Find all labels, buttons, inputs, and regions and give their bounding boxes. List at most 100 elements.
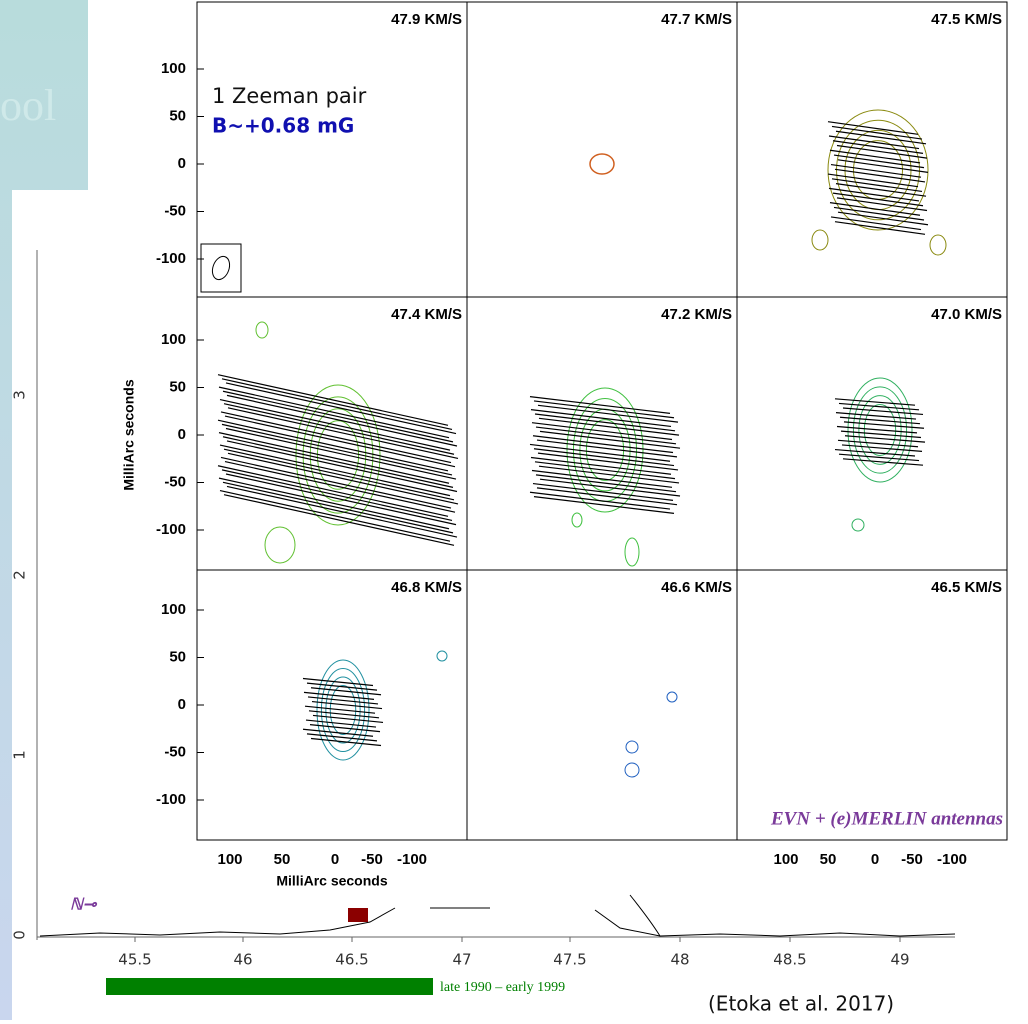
vector (834, 221, 926, 235)
y-tick-label: 0 (178, 426, 186, 443)
vector (539, 430, 681, 449)
logo: ℕ⊸ (70, 897, 98, 914)
vector (307, 696, 379, 705)
y-tick-label: -50 (164, 473, 186, 490)
channel-maps (196, 1, 1008, 841)
vector (310, 737, 382, 747)
y-tick-label: 50 (169, 648, 186, 665)
vector (832, 192, 924, 207)
x-tick-label: -50 (901, 851, 923, 868)
spectrum-y-tick-label: 1 (11, 750, 29, 760)
vector (834, 398, 916, 406)
vector (533, 400, 675, 419)
vector (830, 216, 922, 231)
spectrum-y-tick-label: 2 (11, 570, 29, 580)
vector (837, 159, 929, 173)
y-tick-label: -100 (156, 250, 186, 267)
vector (537, 404, 679, 423)
vector (538, 417, 680, 436)
vector (831, 125, 923, 140)
epoch-label: late 1990 – early 1999 (440, 980, 565, 995)
vector (221, 378, 453, 431)
vector (220, 456, 452, 509)
frame (196, 1, 1008, 841)
y-tick-label: -100 (156, 521, 186, 538)
vector (831, 178, 923, 193)
y-tick-label: -50 (164, 743, 186, 760)
vector (225, 473, 457, 526)
citation: (Etoka et al. 2017) (708, 992, 894, 1016)
y-tick-label: 100 (161, 60, 186, 77)
vector (532, 482, 674, 501)
contour (320, 668, 366, 752)
vector (832, 140, 924, 154)
vector (302, 728, 374, 737)
vector (828, 135, 920, 150)
vector (830, 163, 922, 178)
panel-label: 47.0 KM/S (931, 306, 1002, 323)
vector (833, 206, 925, 221)
vector (534, 461, 676, 480)
vector (827, 173, 919, 188)
vector (224, 461, 456, 513)
vector (839, 416, 921, 425)
y-tick-label: 50 (169, 107, 186, 124)
panel-label: 46.5 KM/S (931, 579, 1002, 596)
vector (219, 444, 451, 497)
vector (531, 422, 673, 441)
contour (863, 404, 897, 456)
spectrum-line (39, 894, 956, 937)
vector (218, 477, 450, 530)
contour (295, 384, 381, 526)
vector (310, 687, 382, 696)
contour (589, 153, 615, 175)
spectrum-x-tick-label: 45.5 (118, 951, 151, 969)
vector (305, 719, 377, 728)
contour (858, 395, 902, 465)
vector (837, 439, 919, 448)
y-tick-label: 0 (178, 155, 186, 172)
panel-label: 47.5 KM/S (931, 11, 1002, 28)
vector (844, 435, 926, 443)
annotation: B~+0.68 mG (212, 114, 354, 138)
x-axis-label: MilliArc seconds (276, 873, 387, 889)
spectrum-x-tick-label: 46 (233, 951, 252, 969)
contour (929, 234, 947, 256)
vector (828, 187, 920, 202)
contour (625, 740, 639, 754)
vector (226, 485, 458, 538)
x-tick-label: 100 (217, 851, 242, 868)
vector (222, 390, 454, 443)
antennas-note: EVN + (e)MERLIN antennas (770, 808, 1003, 829)
y-axis-label: MilliArc seconds (121, 379, 137, 490)
spectrum-y-tick-label: 3 (11, 390, 29, 400)
beam (211, 255, 231, 281)
vector (835, 183, 927, 197)
vector (312, 714, 384, 724)
background-text: ool (0, 81, 56, 130)
vector (306, 682, 378, 691)
panel-label: 47.7 KM/S (661, 11, 732, 28)
panel-label: 47.4 KM/S (391, 306, 462, 323)
vector (835, 412, 917, 420)
vector (838, 402, 920, 411)
vector (539, 478, 681, 497)
vector (311, 700, 383, 710)
contour (571, 512, 583, 528)
vector (225, 382, 457, 435)
spectrum-x-tick-label: 47 (452, 951, 471, 969)
vector (829, 202, 921, 216)
vector (535, 426, 677, 445)
contour (811, 229, 829, 251)
vector (841, 444, 923, 452)
spectrum-x-tick-label: 48 (670, 951, 689, 969)
vector (827, 121, 919, 135)
contour (624, 537, 640, 567)
contour (851, 518, 865, 532)
vector (227, 407, 459, 459)
vector (840, 430, 922, 439)
y-tick-label: 0 (178, 696, 186, 713)
vector (306, 733, 378, 742)
